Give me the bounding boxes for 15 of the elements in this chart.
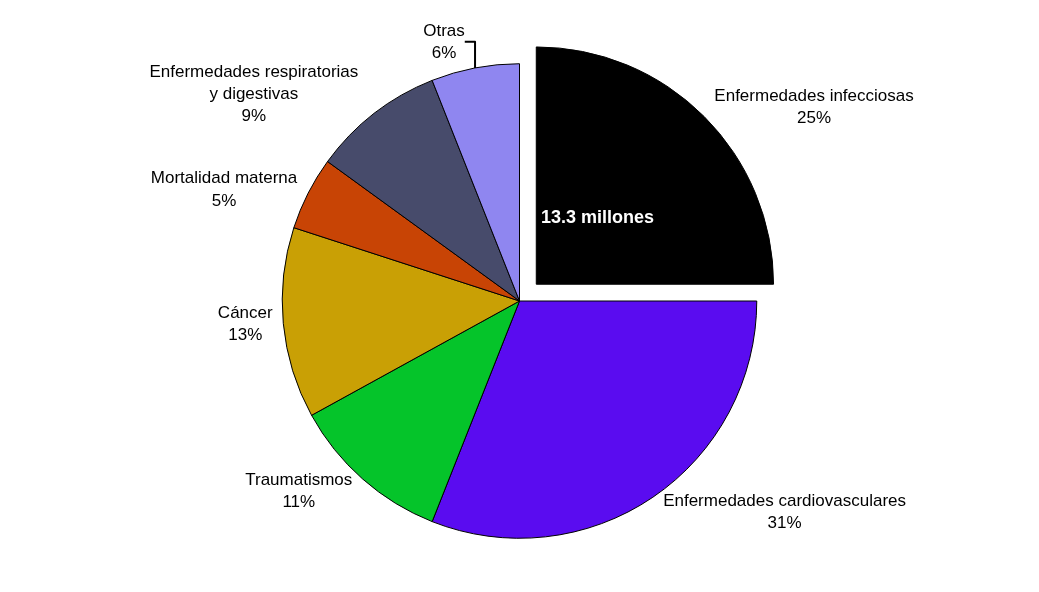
slice-label: Enfermedades cardiovasculares	[663, 490, 906, 510]
data-label: 6%	[431, 43, 457, 63]
slice-label: Cáncer	[217, 302, 274, 322]
slice-label: Traumatismos	[245, 469, 353, 489]
data-label: 25%	[797, 107, 832, 127]
data-label: 11%	[282, 492, 316, 512]
text: 13.3 millones	[541, 207, 655, 227]
slice-label: Mortalidad materna	[150, 168, 298, 188]
slice-label: Enfermedades infecciosas	[714, 85, 914, 105]
data-label: 13%	[228, 325, 263, 345]
data-label: 5%	[211, 190, 237, 210]
slice-label: Enfermedades respiratorias y digestivas	[149, 62, 359, 104]
data-label: 31%	[767, 512, 802, 532]
data-label: 9%	[241, 106, 267, 126]
slice-label: Otras	[423, 21, 465, 41]
